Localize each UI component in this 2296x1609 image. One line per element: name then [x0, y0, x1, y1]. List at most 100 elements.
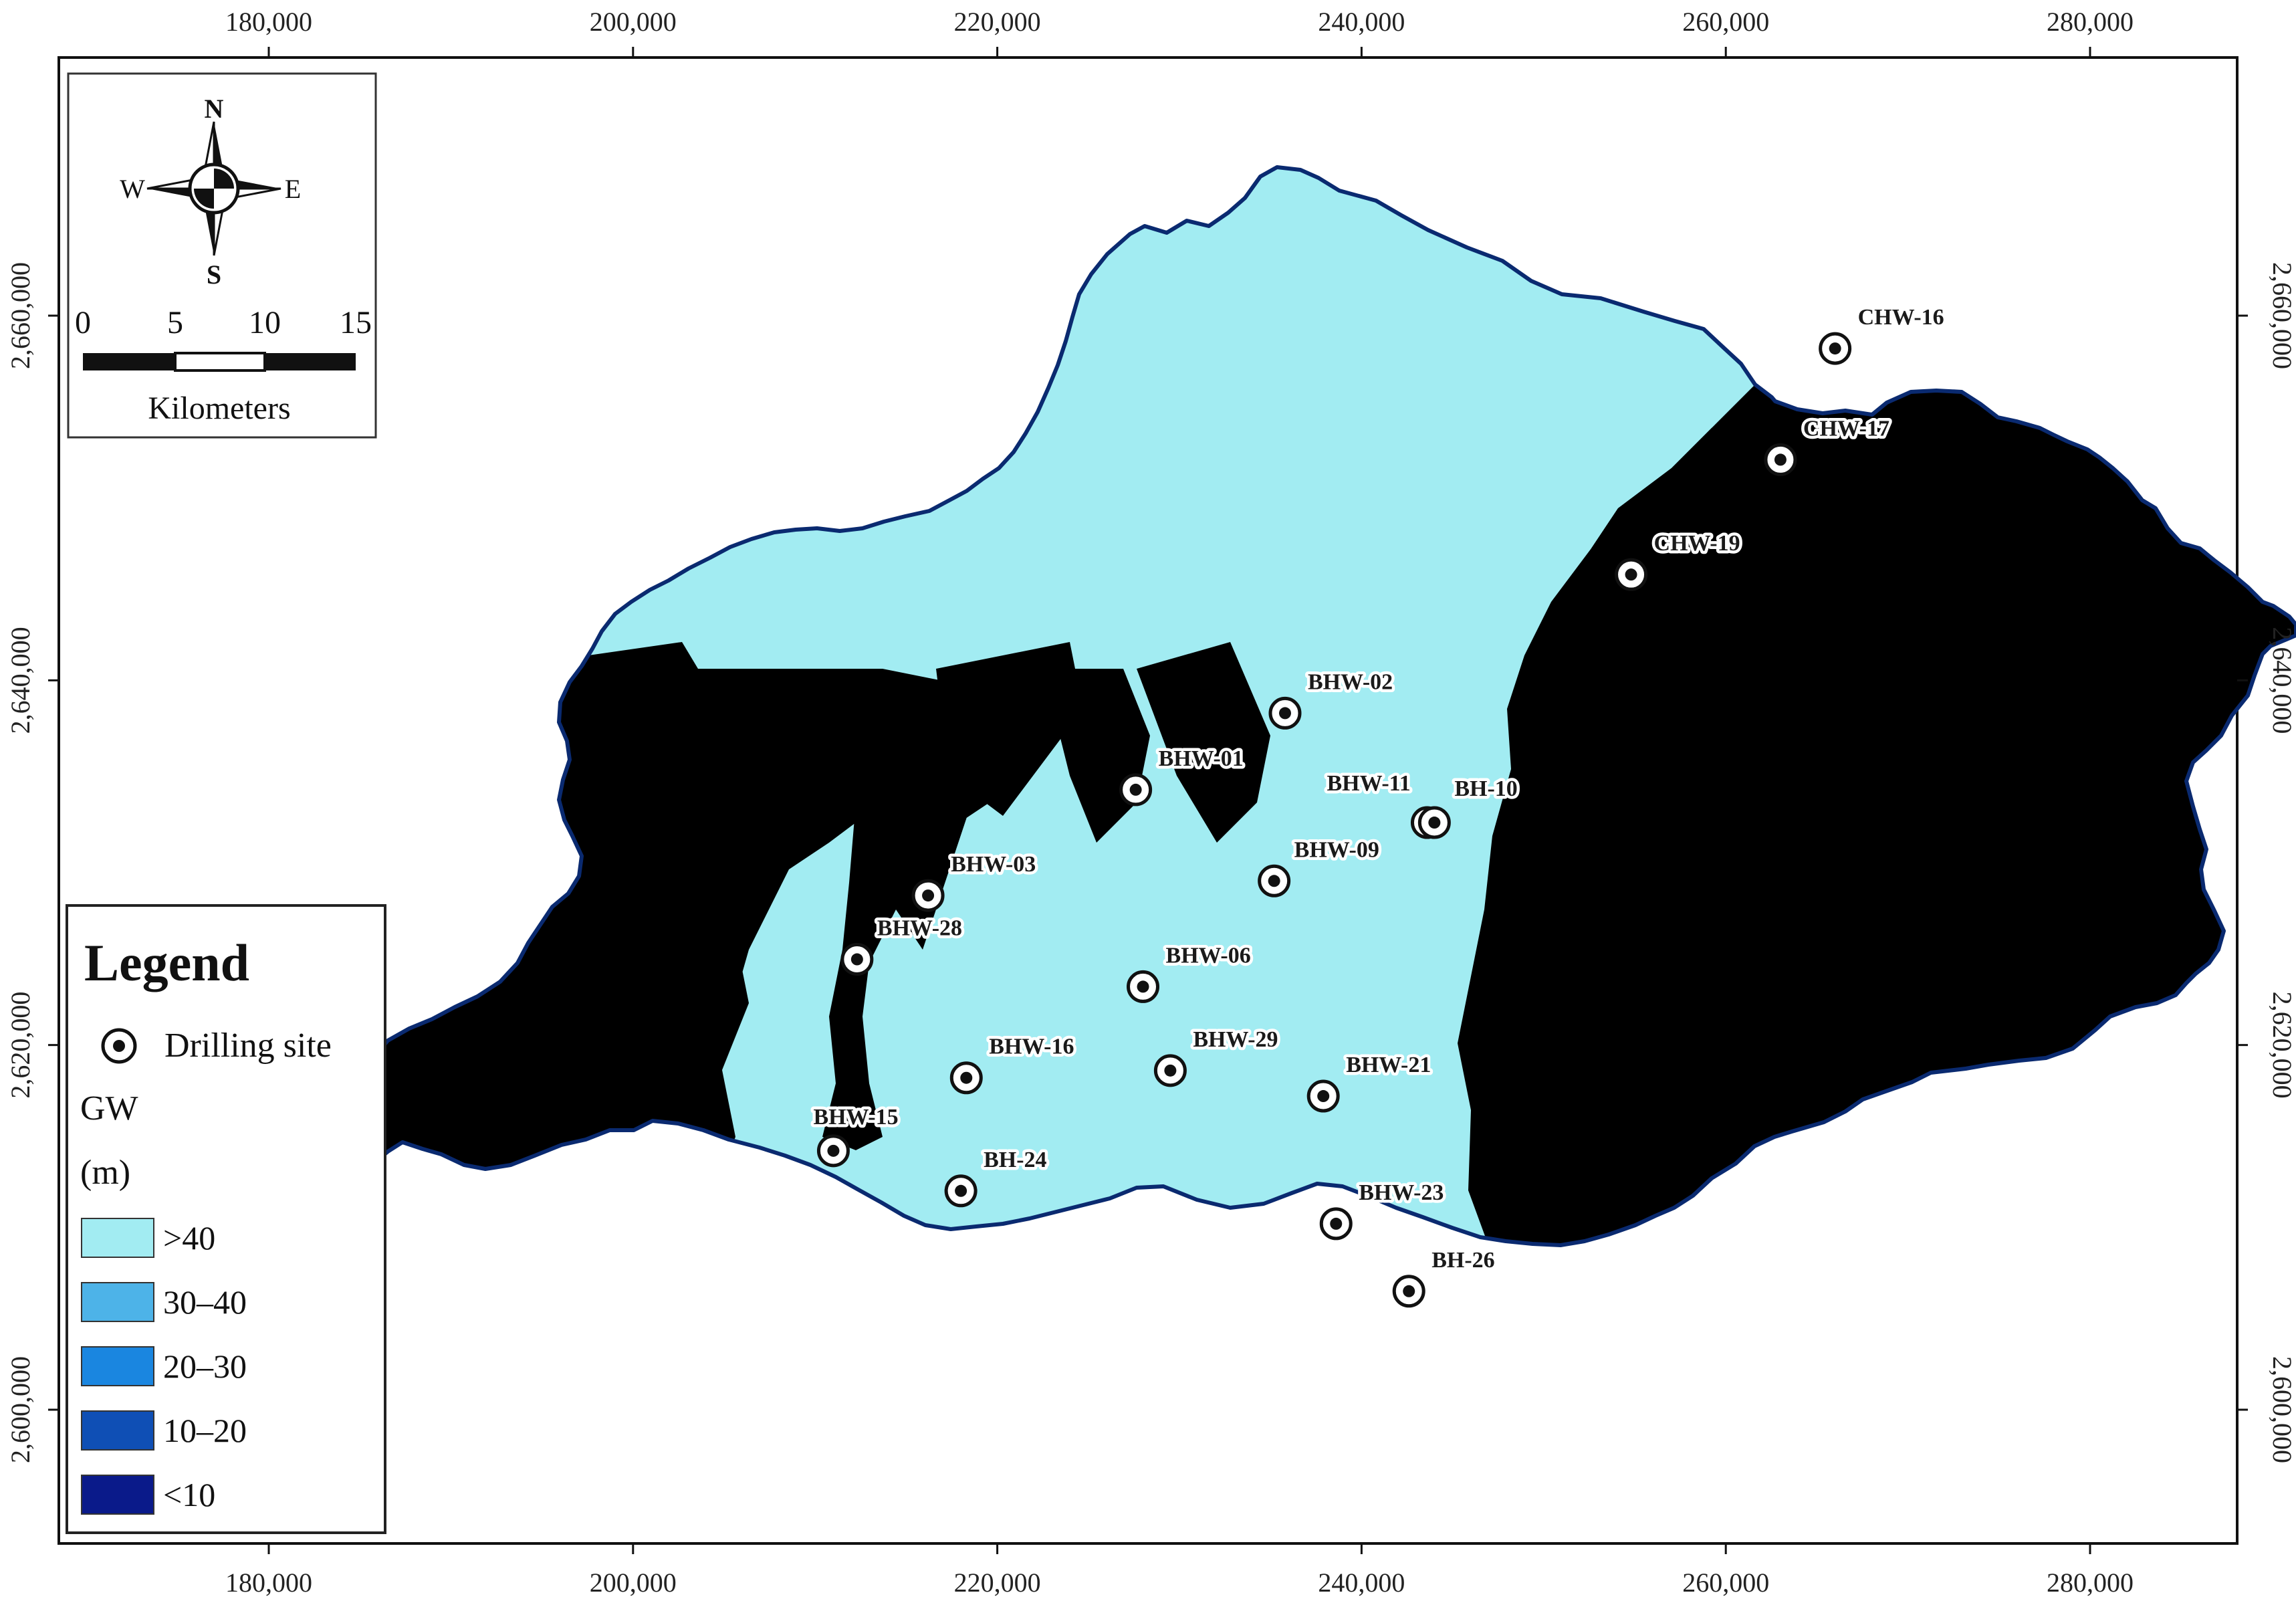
drilling-site-marker[interactable]: BHW-01: [1119, 743, 1246, 807]
scale-unit: Kilometers: [148, 391, 290, 426]
scale-seg-1: [83, 353, 175, 370]
drilling-site-marker[interactable]: BH-24: [944, 1144, 1050, 1208]
site-dot: [1164, 1064, 1177, 1077]
x-tick-top-label: 220,000: [954, 7, 1041, 37]
legend: Legend Drilling site GW (m) >40 30–40 20–3…: [66, 904, 386, 1534]
x-tick-bottom-label: 220,000: [954, 1568, 1041, 1598]
x-ticks-bottom: 180,000 200,000 220,000 240,000 260,000 280,0…: [225, 1543, 2134, 1598]
compass-e: E: [285, 174, 301, 204]
site-label: BHW-23: [1359, 1180, 1444, 1205]
scale-seg-2: [174, 352, 266, 372]
x-tick-bottom-label: 180,000: [225, 1568, 312, 1598]
scale-tick-15: 15: [340, 305, 372, 340]
site-label: CHW-17: [1803, 416, 1889, 441]
site-dot: [1625, 568, 1637, 581]
legend-swatch: [81, 1475, 154, 1515]
legend-site-symbol: [101, 1028, 137, 1064]
site-dot: [955, 1184, 967, 1197]
legend-class-label: 10–20: [163, 1412, 247, 1449]
legend-class-label: >40: [163, 1219, 215, 1257]
y-ticks-right: 2,660,000 2,640,000 2,620,000 2,600,000: [2237, 262, 2296, 1463]
site-label: CHW-16: [1858, 305, 1944, 330]
site-label: BHW-11: [1327, 771, 1410, 796]
site-dot: [850, 953, 863, 966]
site-label: BHW-21: [1346, 1053, 1431, 1077]
drilling-site-marker[interactable]: BHW-16: [949, 1031, 1077, 1095]
compass-n: N: [205, 94, 224, 124]
site-dot: [1317, 1090, 1330, 1103]
site-label: BHW-28: [877, 916, 962, 941]
north-arrow-icon: [146, 121, 281, 256]
drilling-site-marker[interactable]: CHW-19: [1615, 528, 1743, 591]
zone-10-20: [321, 669, 1043, 1245]
y-tick-left-label: 2,640,000: [5, 627, 35, 734]
drilling-site-marker[interactable]: CHW-17: [1764, 413, 1892, 476]
legend-title: Legend: [84, 934, 249, 992]
site-dot: [827, 1144, 840, 1157]
drilling-site-marker[interactable]: BHW-28: [840, 913, 965, 976]
site-dot: [1403, 1285, 1415, 1297]
site-label: BHW-09: [1294, 837, 1379, 862]
scale-tick-0: 0: [75, 305, 91, 340]
x-ticks-top: 180,000 200,000 220,000 240,000 260,000 280,0…: [225, 7, 2134, 58]
y-tick-right-label: 2,600,000: [2267, 1356, 2296, 1463]
drilling-site-marker[interactable]: BHW-09: [1258, 835, 1382, 897]
drilling-site-marker[interactable]: BHW-29: [1153, 1024, 1281, 1087]
drilling-site-marker[interactable]: BH-26: [1392, 1245, 1498, 1308]
legend-swatch: [81, 1282, 154, 1322]
site-label: BHW-15: [813, 1105, 898, 1130]
drilling-site-marker[interactable]: BH-10: [1417, 774, 1520, 839]
site-label: BHW-03: [951, 852, 1036, 877]
site-dot: [1278, 707, 1291, 720]
site-dot: [1137, 980, 1149, 993]
y-tick-right-label: 2,620,000: [2267, 992, 2296, 1099]
drilling-site-marker[interactable]: BHW-21: [1306, 1050, 1434, 1113]
y-tick-right-label: 2,640,000: [2267, 627, 2296, 734]
legend-class-label: <10: [163, 1476, 215, 1513]
site-label: BH-24: [984, 1148, 1046, 1172]
drilling-site-marker[interactable]: BHW-03: [911, 849, 1039, 912]
legend-classes: >40 30–40 20–30 10–20 <10: [81, 1218, 247, 1515]
site-label: CHW-19: [1654, 531, 1740, 556]
drilling-site-marker[interactable]: BHW-23: [1319, 1177, 1447, 1241]
drilling-site-marker[interactable]: BHW-06: [1127, 940, 1254, 1003]
site-label: BH-10: [1454, 776, 1517, 801]
drilling-sites: CHW-16 CHW-17 CHW-19 BHW-02 BHW-01 BHW-11 BH-1…: [810, 302, 1947, 1308]
x-tick-top-label: 280,000: [2047, 7, 2134, 37]
drilling-site-marker[interactable]: BHW-02: [1268, 667, 1396, 730]
site-dot: [922, 889, 935, 902]
scale-seg-3: [265, 353, 356, 370]
site-dot: [1428, 817, 1441, 829]
y-tick-left-label: 2,620,000: [5, 992, 35, 1099]
legend-swatch: [81, 1346, 154, 1386]
site-label: BH-26: [1431, 1248, 1494, 1273]
site-label: BHW-16: [989, 1035, 1074, 1059]
site-dot: [1829, 342, 1841, 355]
y-tick-left-label: 2,600,000: [5, 1356, 35, 1463]
site-dot: [1268, 875, 1280, 887]
site-dot: [1774, 453, 1787, 466]
drilling-site-marker[interactable]: CHW-16: [1819, 302, 1947, 365]
scale-tick-5: 5: [167, 305, 183, 340]
legend-site-label: Drilling site: [164, 1027, 332, 1065]
x-tick-top-label: 200,000: [590, 7, 677, 37]
x-tick-top-label: 260,000: [1682, 7, 1769, 37]
x-tick-bottom-label: 240,000: [1318, 1568, 1405, 1598]
compass-s: S: [207, 259, 221, 290]
x-tick-bottom-label: 260,000: [1682, 1568, 1769, 1598]
site-dot: [1330, 1217, 1343, 1230]
y-tick-left-label: 2,660,000: [5, 262, 35, 369]
x-tick-bottom-label: 200,000: [590, 1568, 677, 1598]
site-dot: [1129, 783, 1142, 796]
north-arrow-box: N S E W 0 5 10 15 Kilometers: [67, 72, 377, 439]
watershed-outline: [319, 165, 2296, 1247]
site-label: BHW-01: [1159, 746, 1244, 771]
scale-bar: 0 5 10 15 Kilometers: [75, 305, 372, 426]
site-label: BHW-02: [1308, 669, 1393, 694]
drilling-site-marker[interactable]: BHW-15: [810, 1101, 901, 1168]
legend-gw-title: GW: [80, 1089, 138, 1128]
legend-gw-unit: (m): [80, 1154, 130, 1192]
y-tick-right-label: 2,660,000: [2267, 262, 2296, 369]
zone-lt10: [822, 709, 1016, 1150]
